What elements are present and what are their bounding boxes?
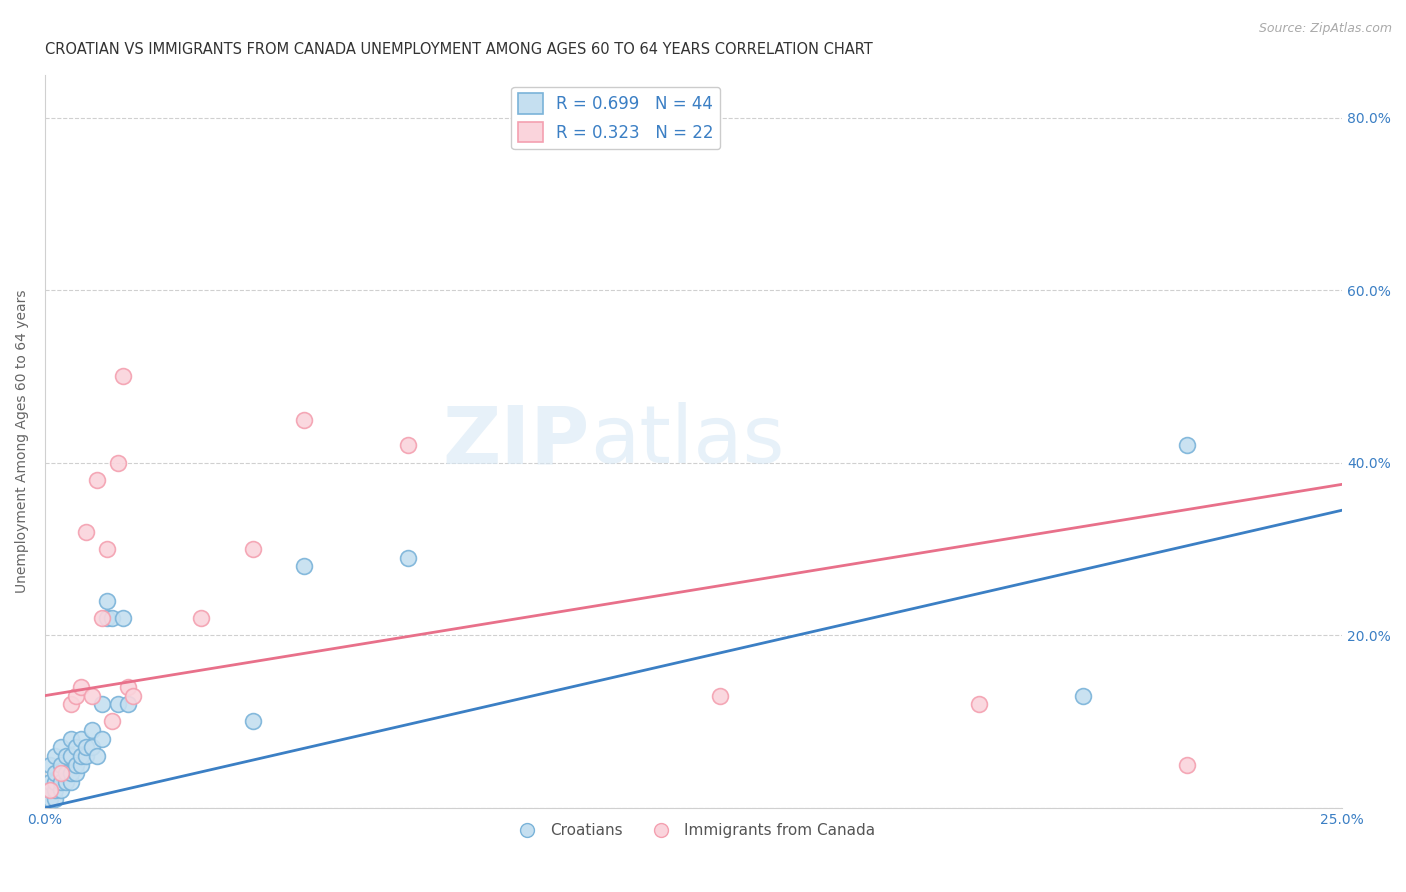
Point	[49, 766, 72, 780]
Point	[39, 775, 62, 789]
Point	[96, 593, 118, 607]
Point	[294, 559, 316, 574]
Point	[65, 689, 87, 703]
Point	[39, 783, 62, 797]
Point	[117, 698, 139, 712]
Point	[396, 550, 419, 565]
Point	[44, 792, 66, 806]
Point	[96, 541, 118, 556]
Point	[91, 698, 114, 712]
Point	[91, 731, 114, 746]
Point	[242, 541, 264, 556]
Point	[44, 749, 66, 764]
Point	[76, 524, 98, 539]
Point	[49, 757, 72, 772]
Point	[107, 698, 129, 712]
Point	[55, 775, 77, 789]
Point	[70, 731, 93, 746]
Point	[80, 689, 103, 703]
Legend: Croatians, Immigrants from Canada: Croatians, Immigrants from Canada	[506, 817, 882, 844]
Point	[65, 757, 87, 772]
Point	[65, 766, 87, 780]
Point	[80, 723, 103, 738]
Point	[91, 611, 114, 625]
Point	[39, 792, 62, 806]
Point	[101, 714, 124, 729]
Point	[59, 749, 82, 764]
Text: CROATIAN VS IMMIGRANTS FROM CANADA UNEMPLOYMENT AMONG AGES 60 TO 64 YEARS CORREL: CROATIAN VS IMMIGRANTS FROM CANADA UNEMP…	[45, 42, 873, 57]
Point	[76, 749, 98, 764]
Point	[1071, 689, 1094, 703]
Point	[396, 438, 419, 452]
Point	[59, 698, 82, 712]
Point	[117, 680, 139, 694]
Point	[59, 775, 82, 789]
Point	[39, 757, 62, 772]
Point	[44, 783, 66, 797]
Point	[122, 689, 145, 703]
Point	[190, 611, 212, 625]
Point	[49, 740, 72, 755]
Point	[49, 775, 72, 789]
Point	[111, 369, 134, 384]
Point	[101, 611, 124, 625]
Point	[1175, 438, 1198, 452]
Point	[39, 783, 62, 797]
Point	[70, 757, 93, 772]
Point	[967, 698, 990, 712]
Text: atlas: atlas	[591, 402, 785, 480]
Point	[111, 611, 134, 625]
Point	[80, 740, 103, 755]
Point	[86, 749, 108, 764]
Text: Source: ZipAtlas.com: Source: ZipAtlas.com	[1258, 22, 1392, 36]
Point	[59, 731, 82, 746]
Point	[70, 749, 93, 764]
Point	[76, 740, 98, 755]
Point	[86, 473, 108, 487]
Point	[1175, 757, 1198, 772]
Point	[294, 412, 316, 426]
Point	[44, 766, 66, 780]
Point	[242, 714, 264, 729]
Point	[70, 680, 93, 694]
Point	[709, 689, 731, 703]
Point	[44, 775, 66, 789]
Point	[59, 766, 82, 780]
Point	[55, 749, 77, 764]
Point	[65, 740, 87, 755]
Point	[49, 783, 72, 797]
Text: ZIP: ZIP	[443, 402, 591, 480]
Point	[107, 456, 129, 470]
Point	[96, 611, 118, 625]
Point	[55, 766, 77, 780]
Y-axis label: Unemployment Among Ages 60 to 64 years: Unemployment Among Ages 60 to 64 years	[15, 289, 30, 593]
